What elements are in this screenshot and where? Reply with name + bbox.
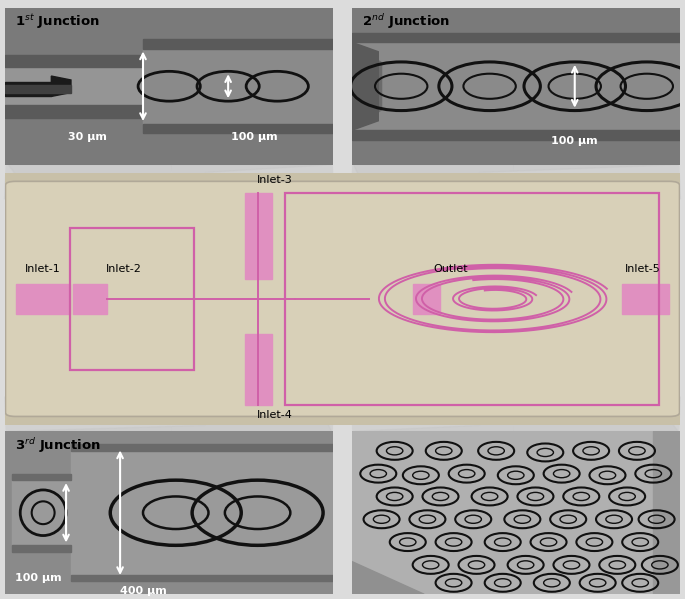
Bar [5, 86, 71, 93]
Polygon shape [352, 43, 382, 130]
Bar [352, 43, 680, 130]
Text: 100 μm: 100 μm [15, 573, 62, 583]
Text: 100 μm: 100 μm [551, 137, 598, 147]
Bar [16, 284, 69, 314]
Bar [73, 284, 107, 314]
Bar [285, 193, 659, 405]
Bar [12, 545, 71, 552]
Text: 1$^{st}$ Junction: 1$^{st}$ Junction [15, 13, 100, 31]
Bar [143, 39, 333, 49]
Bar [413, 284, 440, 314]
Text: 3$^{rd}$ Junction: 3$^{rd}$ Junction [15, 436, 101, 455]
Bar [5, 82, 51, 96]
Bar [71, 574, 333, 581]
Bar [143, 124, 333, 134]
Text: Inlet-4: Inlet-4 [257, 410, 293, 420]
Bar [352, 33, 680, 43]
Text: 400 μm: 400 μm [120, 586, 166, 596]
Text: Inlet-1: Inlet-1 [25, 264, 60, 274]
Bar [12, 474, 71, 480]
Bar [5, 68, 143, 105]
Bar [71, 444, 333, 451]
Polygon shape [352, 562, 424, 594]
Bar [143, 49, 333, 124]
Bar [622, 284, 669, 314]
Text: Inlet-5: Inlet-5 [625, 264, 660, 274]
Bar [5, 55, 333, 68]
Bar [245, 193, 272, 279]
FancyBboxPatch shape [5, 181, 680, 416]
Text: Outlet: Outlet [433, 264, 468, 274]
Polygon shape [353, 165, 678, 431]
Bar [352, 130, 680, 140]
Bar [5, 105, 333, 117]
Text: Inlet-3: Inlet-3 [258, 175, 293, 185]
Bar [245, 334, 272, 405]
Polygon shape [8, 165, 332, 431]
Bar [71, 447, 333, 578]
Text: Inlet-2: Inlet-2 [105, 264, 141, 274]
Text: 100 μm: 100 μm [231, 132, 277, 142]
Polygon shape [51, 76, 71, 96]
Text: 30 μm: 30 μm [68, 132, 107, 142]
Polygon shape [352, 43, 378, 130]
Bar [12, 480, 71, 545]
Text: 2$^{nd}$ Junction: 2$^{nd}$ Junction [362, 13, 450, 31]
Bar [69, 228, 195, 370]
Bar [653, 431, 680, 594]
